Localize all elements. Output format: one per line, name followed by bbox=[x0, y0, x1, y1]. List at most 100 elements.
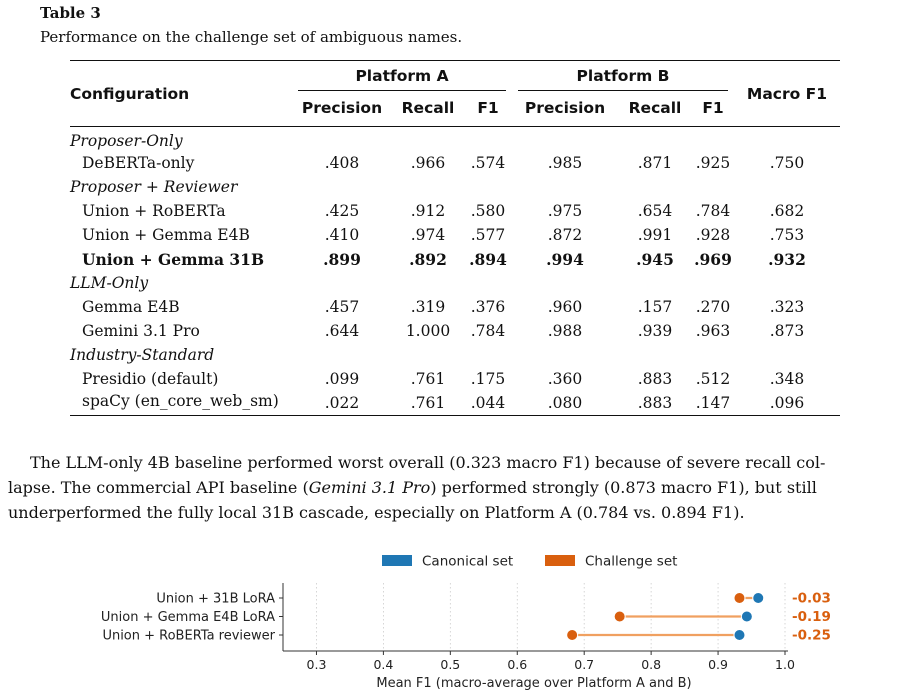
canonical-point bbox=[733, 629, 746, 641]
table-body: Proposer-Only DeBERTa-only .408 .966 .574 .98… bbox=[70, 126, 840, 416]
header-f1-a: F1 bbox=[477, 99, 499, 118]
category-label: Union + RoBERTa reviewer bbox=[102, 629, 275, 644]
row-value-cell: .512 bbox=[695, 370, 731, 389]
header-platform-a: Platform A bbox=[355, 66, 449, 85]
header-platform-b: Platform B bbox=[576, 66, 670, 85]
row-value-cell: .872 bbox=[547, 225, 583, 244]
paragraph-line-2: lapse. The commercial API baseline (Gemi… bbox=[8, 475, 913, 500]
challenge-point bbox=[613, 610, 626, 623]
delta-label: -0.03 bbox=[792, 591, 831, 607]
group-title: Proposer + Reviewer bbox=[70, 177, 238, 196]
row-value-cell: .761 bbox=[410, 370, 446, 389]
x-tick-label: 0.8 bbox=[641, 657, 661, 672]
table-caption-label: Table 3 bbox=[40, 4, 101, 22]
x-tick-label: 0.9 bbox=[708, 657, 728, 672]
table-row: spaCy (en_core_web_sm) .022 .761 .044 .080 .8… bbox=[70, 392, 840, 416]
row-value-cell: .975 bbox=[547, 201, 583, 220]
x-tick-label: 0.3 bbox=[307, 657, 327, 672]
table-row: DeBERTa-only .408 .966 .574 .985 .871 .925 .750 bbox=[70, 151, 840, 175]
paragraph-line-1: The LLM-only 4B baseline performed worst… bbox=[30, 453, 826, 472]
row-value-cell: .963 bbox=[695, 322, 731, 341]
row-value-cell: .871 bbox=[637, 153, 673, 172]
group-header-row: Proposer + Reviewer bbox=[70, 175, 840, 199]
group-title: LLM-Only bbox=[70, 274, 149, 293]
header-macro-f1: Macro F1 bbox=[746, 84, 828, 103]
row-value-cell: .784 bbox=[470, 322, 506, 341]
row-configuration-name: Union + Gemma E4B bbox=[82, 225, 250, 244]
platform-b-rule bbox=[518, 89, 728, 91]
row-value-cell: .892 bbox=[409, 249, 447, 269]
paragraph-line-3: underperformed the fully local 31B casca… bbox=[8, 503, 745, 522]
row-value-cell: .873 bbox=[769, 322, 805, 341]
category-label: Union + 31B LoRA bbox=[156, 592, 275, 607]
row-value-cell: .175 bbox=[470, 370, 506, 389]
row-value-cell: .323 bbox=[769, 298, 805, 317]
group-header-row: Proposer-Only bbox=[70, 126, 840, 151]
row-value-cell: .753 bbox=[769, 225, 805, 244]
row-value-cell: .270 bbox=[695, 298, 731, 317]
header-configuration: Configuration bbox=[70, 84, 190, 103]
row-value-cell: .761 bbox=[410, 394, 446, 413]
row-value-cell: .932 bbox=[768, 249, 806, 269]
header-precision-a: Precision bbox=[301, 99, 383, 118]
row-value-cell: .099 bbox=[324, 370, 360, 389]
row-value-cell: .988 bbox=[547, 322, 583, 341]
legend-swatch bbox=[545, 555, 575, 566]
x-tick-label: 0.7 bbox=[574, 657, 594, 672]
x-tick-label: 1.0 bbox=[775, 657, 795, 672]
table-row: Gemini 3.1 Pro .644 1.000 .784 .988 .939 .963.… bbox=[70, 319, 840, 343]
canonical-point bbox=[740, 610, 753, 623]
paragraph-line-2a: lapse. The commercial API baseline ( bbox=[8, 478, 309, 497]
row-value-cell: .644 bbox=[324, 322, 360, 341]
paragraph-line-2b: ) performed strongly (0.873 macro F1), b… bbox=[430, 478, 817, 497]
delta-label: -0.19 bbox=[792, 609, 831, 625]
header-recall-b: Recall bbox=[628, 99, 682, 118]
row-value-cell: .577 bbox=[470, 225, 506, 244]
row-value-cell: .376 bbox=[470, 298, 506, 317]
group-header-row: LLM-Only bbox=[70, 271, 840, 295]
paragraph-italic-model: Gemini 3.1 Pro bbox=[308, 478, 431, 497]
challenge-point bbox=[566, 629, 579, 641]
group-title: Industry-Standard bbox=[70, 346, 215, 365]
row-value-cell: .974 bbox=[410, 225, 446, 244]
table-row: Union + Gemma E4B .410 .974 .577 .872 .991 .92… bbox=[70, 223, 840, 247]
row-configuration-name: Gemini 3.1 Pro bbox=[82, 322, 200, 341]
table-caption-text: Performance on the challenge set of ambi… bbox=[40, 28, 463, 46]
challenge-point bbox=[733, 592, 746, 604]
table-row: Gemma E4B .457 .319 .376 .960 .157 .270 .323 bbox=[70, 295, 840, 319]
header-precision-b: Precision bbox=[524, 99, 606, 118]
row-configuration-name: DeBERTa-only bbox=[82, 153, 195, 172]
row-value-cell: .574 bbox=[470, 153, 506, 172]
legend-swatch bbox=[382, 555, 412, 566]
row-value-cell: .654 bbox=[637, 201, 673, 220]
category-label: Union + Gemma E4B LoRA bbox=[101, 610, 275, 625]
row-value-cell: .899 bbox=[323, 249, 361, 269]
performance-table: Configuration Platform A Platform B Macr… bbox=[70, 60, 840, 416]
row-value-cell: .991 bbox=[637, 225, 673, 244]
row-configuration-name: Union + Gemma 31B bbox=[82, 249, 265, 269]
row-value-cell: .319 bbox=[410, 298, 446, 317]
header-platform-b-group: Platform B bbox=[512, 61, 734, 91]
table-row: Presidio (default) .099 .761 .175 .360 .883 .5… bbox=[70, 367, 840, 391]
x-tick-label: 0.6 bbox=[507, 657, 527, 672]
row-value-cell: .682 bbox=[769, 201, 805, 220]
dumbbell-chart: Canonical set Challenge set 0.3 0.4 0.5 0.6 0.… bbox=[101, 554, 831, 692]
row-value-cell: .969 bbox=[694, 249, 732, 269]
platform-a-rule bbox=[298, 89, 506, 91]
table-row: Union + Gemma 31B .899 .892 .894 .994 .945 .96… bbox=[70, 247, 840, 271]
row-value-cell: .985 bbox=[547, 153, 583, 172]
header-f1-b: F1 bbox=[702, 99, 724, 118]
row-value-cell: 1.000 bbox=[405, 322, 451, 341]
row-value-cell: .425 bbox=[324, 201, 360, 220]
group-header-row: Industry-Standard bbox=[70, 343, 840, 367]
row-value-cell: .580 bbox=[470, 201, 506, 220]
x-tick-label: 0.5 bbox=[440, 657, 460, 672]
row-value-cell: .960 bbox=[547, 298, 583, 317]
row-configuration-name: Gemma E4B bbox=[82, 298, 180, 317]
row-value-cell: .157 bbox=[637, 298, 673, 317]
table-row: Union + RoBERTa .425 .912 .580 .975 .654 .784.… bbox=[70, 199, 840, 223]
row-value-cell: .883 bbox=[637, 370, 673, 389]
row-value-cell: .044 bbox=[470, 394, 506, 413]
row-value-cell: .457 bbox=[324, 298, 360, 317]
row-value-cell: .894 bbox=[469, 249, 507, 269]
